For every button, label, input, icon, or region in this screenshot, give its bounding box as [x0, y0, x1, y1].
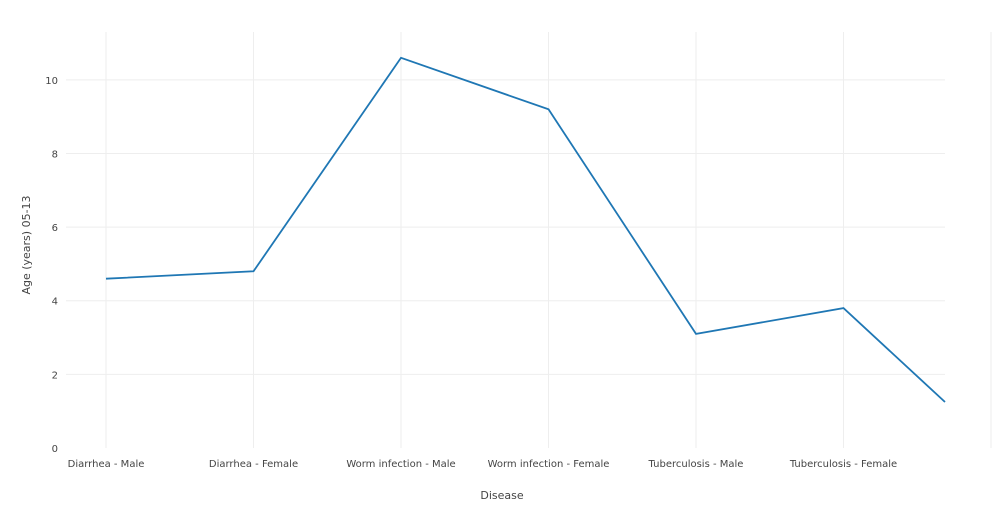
y-tick-label: 4	[52, 297, 58, 308]
x-tick-label: Tuberculosis - Male	[648, 459, 744, 470]
data-point	[943, 400, 947, 404]
data-point	[842, 306, 846, 310]
x-tick-label: Tuberculosis - Female	[789, 459, 897, 470]
x-tick-label: Worm infection - Female	[488, 459, 610, 470]
y-axis-title: Age (years) 05-13	[20, 195, 33, 294]
x-tick-labels: Diarrhea - Male Diarrhea - Female Worm inf…	[68, 459, 898, 470]
data-point	[104, 277, 108, 281]
series-line	[105, 56, 946, 403]
x-gridlines	[105, 32, 992, 448]
data-point	[547, 107, 551, 111]
x-tick-label: Diarrhea - Female	[209, 459, 298, 470]
data-point	[399, 56, 403, 60]
x-axis-title: Disease	[480, 489, 523, 502]
y-tick-label: 2	[52, 370, 58, 381]
data-point	[694, 332, 698, 336]
x-tick-label: Worm infection - Male	[346, 459, 455, 470]
x-tick-label: Diarrhea - Male	[68, 459, 145, 470]
y-tick-label: 6	[52, 223, 58, 234]
y-tick-label: 0	[52, 444, 58, 455]
y-tick-label: 10	[45, 76, 58, 87]
data-point	[252, 269, 256, 273]
y-tick-label: 8	[52, 149, 58, 160]
y-tick-labels: 0 2 4 6 8 10	[45, 76, 58, 455]
data-points	[104, 56, 947, 404]
y-gridlines	[66, 79, 945, 375]
